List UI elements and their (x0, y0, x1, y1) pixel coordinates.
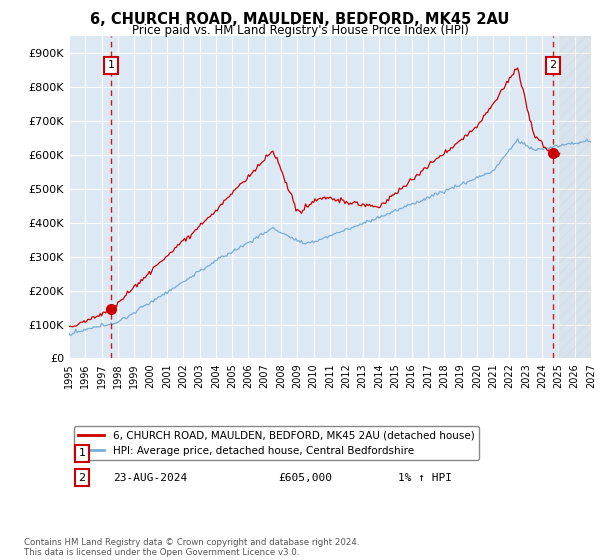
Text: 2: 2 (550, 60, 557, 70)
Text: 6, CHURCH ROAD, MAULDEN, BEDFORD, MK45 2AU: 6, CHURCH ROAD, MAULDEN, BEDFORD, MK45 2… (91, 12, 509, 27)
Text: 23-AUG-2024: 23-AUG-2024 (113, 473, 188, 483)
Text: 2: 2 (79, 473, 86, 483)
Legend: 6, CHURCH ROAD, MAULDEN, BEDFORD, MK45 2AU (detached house), HPI: Average price,: 6, CHURCH ROAD, MAULDEN, BEDFORD, MK45 2… (74, 426, 479, 460)
Text: 27% ↑ HPI: 27% ↑ HPI (398, 449, 458, 459)
Text: £145,000: £145,000 (278, 449, 332, 459)
Bar (559, 36, 591, 358)
Text: £605,000: £605,000 (278, 473, 332, 483)
Text: 29-JUL-1997: 29-JUL-1997 (113, 449, 188, 459)
Text: 1% ↑ HPI: 1% ↑ HPI (398, 473, 452, 483)
Text: Price paid vs. HM Land Registry's House Price Index (HPI): Price paid vs. HM Land Registry's House … (131, 24, 469, 36)
Text: 1: 1 (107, 60, 115, 70)
Text: 1: 1 (79, 449, 86, 459)
Text: Contains HM Land Registry data © Crown copyright and database right 2024.
This d: Contains HM Land Registry data © Crown c… (24, 538, 359, 557)
